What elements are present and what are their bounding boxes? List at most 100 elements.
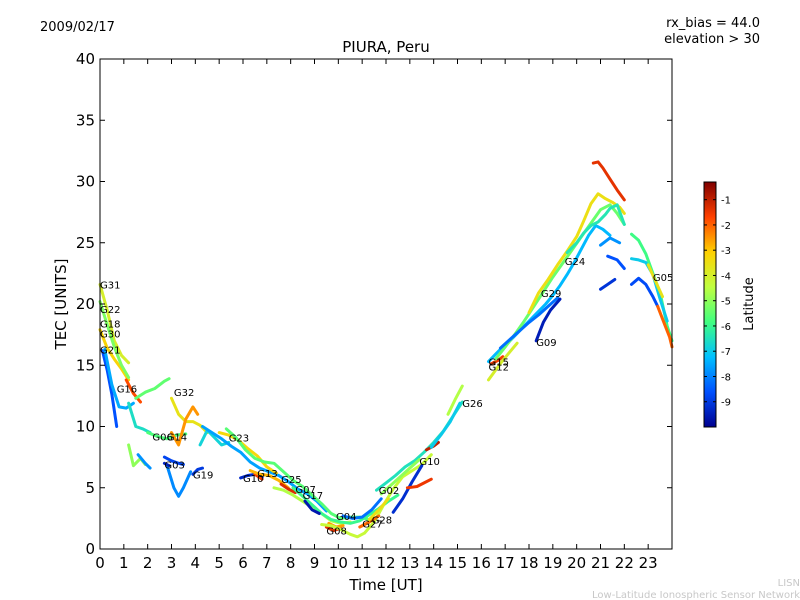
satellite-track-13 (162, 455, 185, 466)
satellite-track-7 (127, 401, 152, 435)
satellite-track-45 (498, 296, 560, 350)
x-tick-label: 0 (95, 554, 105, 572)
satellite-track-2 (98, 300, 131, 379)
x-tick-label: 12 (376, 554, 395, 572)
x-tick-label: 7 (262, 554, 272, 572)
satellite-label: G26 (462, 399, 482, 410)
x-tick-label: 8 (286, 554, 296, 572)
satellite-track-51 (599, 278, 617, 291)
satellite-label: G14 (167, 432, 187, 443)
x-tick-label: 1 (119, 554, 129, 572)
x-tick-label: 5 (214, 554, 224, 572)
colorbar-tick-label: -1 (721, 196, 731, 207)
x-tick-label: 10 (329, 554, 348, 572)
satellite-label: G22 (100, 305, 120, 316)
y-tick-label: 20 (76, 295, 95, 313)
colorbar: -1 -2 -3 -4 -5 -6 -7 -8 -9 Latitude (703, 181, 757, 428)
x-tick-label: 23 (639, 554, 658, 572)
colorbar-label: Latitude (742, 277, 757, 331)
satellite-label: G23 (229, 434, 249, 445)
series-layer (98, 160, 674, 539)
satellite-track-27 (303, 499, 321, 515)
satellite-label: G09 (536, 338, 556, 349)
satellite-label: G25 (281, 475, 301, 486)
x-tick-label: 2 (143, 554, 153, 572)
colorbar-tick-label: -9 (721, 398, 731, 409)
footer-org-long: Low-Latitude Ionospheric Sensor Network (592, 590, 800, 600)
satellite-track-5 (124, 378, 142, 404)
satellite-track-17 (198, 428, 231, 447)
satellite-track-34 (375, 400, 464, 492)
satellite-label: G06 (152, 432, 172, 443)
satellite-track-9 (136, 453, 152, 470)
satellite-track-43 (487, 341, 519, 382)
satellite-label: G13 (257, 469, 277, 480)
satellite-label: G17 (303, 491, 323, 502)
x-axis: 0 1 2 3 4 5 6 7 8 9 10 11 12 13 14 15 16 17 18 19 20 21 22 23 (95, 59, 658, 572)
satellite-track-37 (405, 477, 433, 490)
satellite-track-55 (630, 276, 660, 308)
satellite-label: G15 (489, 358, 509, 369)
satellite-track-24 (279, 482, 297, 495)
satellite-track-33 (367, 497, 390, 522)
satellite-label: G30 (100, 329, 120, 340)
satellite-track-31 (341, 497, 383, 520)
satellite-track-3 (100, 349, 119, 428)
satellite-track-1 (98, 328, 131, 382)
satellite-track-40 (446, 384, 464, 416)
y-tick-label: 5 (85, 479, 95, 497)
satellite-track-23 (248, 469, 290, 490)
x-tick-label: 14 (424, 554, 443, 572)
satellite-track-0 (98, 282, 131, 365)
colorbar-tick-label: -5 (721, 297, 731, 308)
satellite-track-36 (391, 464, 424, 514)
satellite-track-19 (217, 431, 278, 475)
satellite-track-12 (170, 405, 200, 447)
x-tick-label: 4 (191, 554, 201, 572)
colorbar-tick-label: -7 (721, 347, 731, 358)
satellite-track-22 (253, 472, 264, 481)
satellite-label: G03 (164, 461, 184, 472)
x-tick-label: 3 (167, 554, 177, 572)
satellite-track-39 (429, 401, 462, 449)
x-tick-label: 21 (591, 554, 610, 572)
satellite-label: G28 (372, 516, 392, 527)
x-tick-label: 6 (238, 554, 248, 572)
y-tick-label: 30 (76, 173, 95, 191)
y-tick-label: 15 (76, 356, 95, 374)
y-axis: 0 5 10 15 20 25 30 35 40 (76, 50, 672, 558)
rx-bias-label: rx_bias = 44.0 (666, 16, 760, 31)
satellite-label: G05 (653, 273, 673, 284)
satellite-label: G18 (100, 320, 120, 331)
colorbar-tick-label: -4 (721, 271, 731, 282)
satellite-track-35 (379, 458, 421, 496)
x-tick-label: 16 (472, 554, 491, 572)
x-tick-label: 17 (496, 554, 515, 572)
satellite-label: G04 (336, 512, 356, 523)
footer-org-short: LISN (778, 578, 800, 589)
y-tick-label: 10 (76, 418, 95, 436)
satellite-label: G31 (100, 280, 120, 291)
x-tick-label: 15 (448, 554, 467, 572)
x-tick-label: 13 (400, 554, 419, 572)
colorbar-tick-label: -3 (721, 246, 731, 257)
x-tick-label: 22 (615, 554, 634, 572)
satellite-track-44 (494, 203, 626, 361)
y-tick-label: 40 (76, 50, 95, 68)
satellite-track-57 (646, 263, 664, 299)
plot-frame (99, 58, 673, 550)
x-axis-label: Time [UT] (348, 576, 422, 594)
satellite-track-49 (591, 160, 626, 202)
satellite-track-18 (201, 425, 328, 513)
satellite-track-30 (320, 453, 433, 539)
satellite-label: G19 (193, 470, 213, 481)
y-tick-label: 35 (76, 111, 95, 129)
satellite-label: G10 (243, 474, 263, 485)
satellite-track-56 (656, 304, 674, 349)
elevation-label: elevation > 30 (664, 32, 760, 47)
x-tick-label: 9 (310, 554, 320, 572)
colorbar-gradient (703, 181, 717, 428)
colorbar-tick-label: -6 (721, 322, 731, 333)
colorbar-ticks: -1 -2 -3 -4 -5 -6 -7 -8 -9 (704, 196, 731, 409)
